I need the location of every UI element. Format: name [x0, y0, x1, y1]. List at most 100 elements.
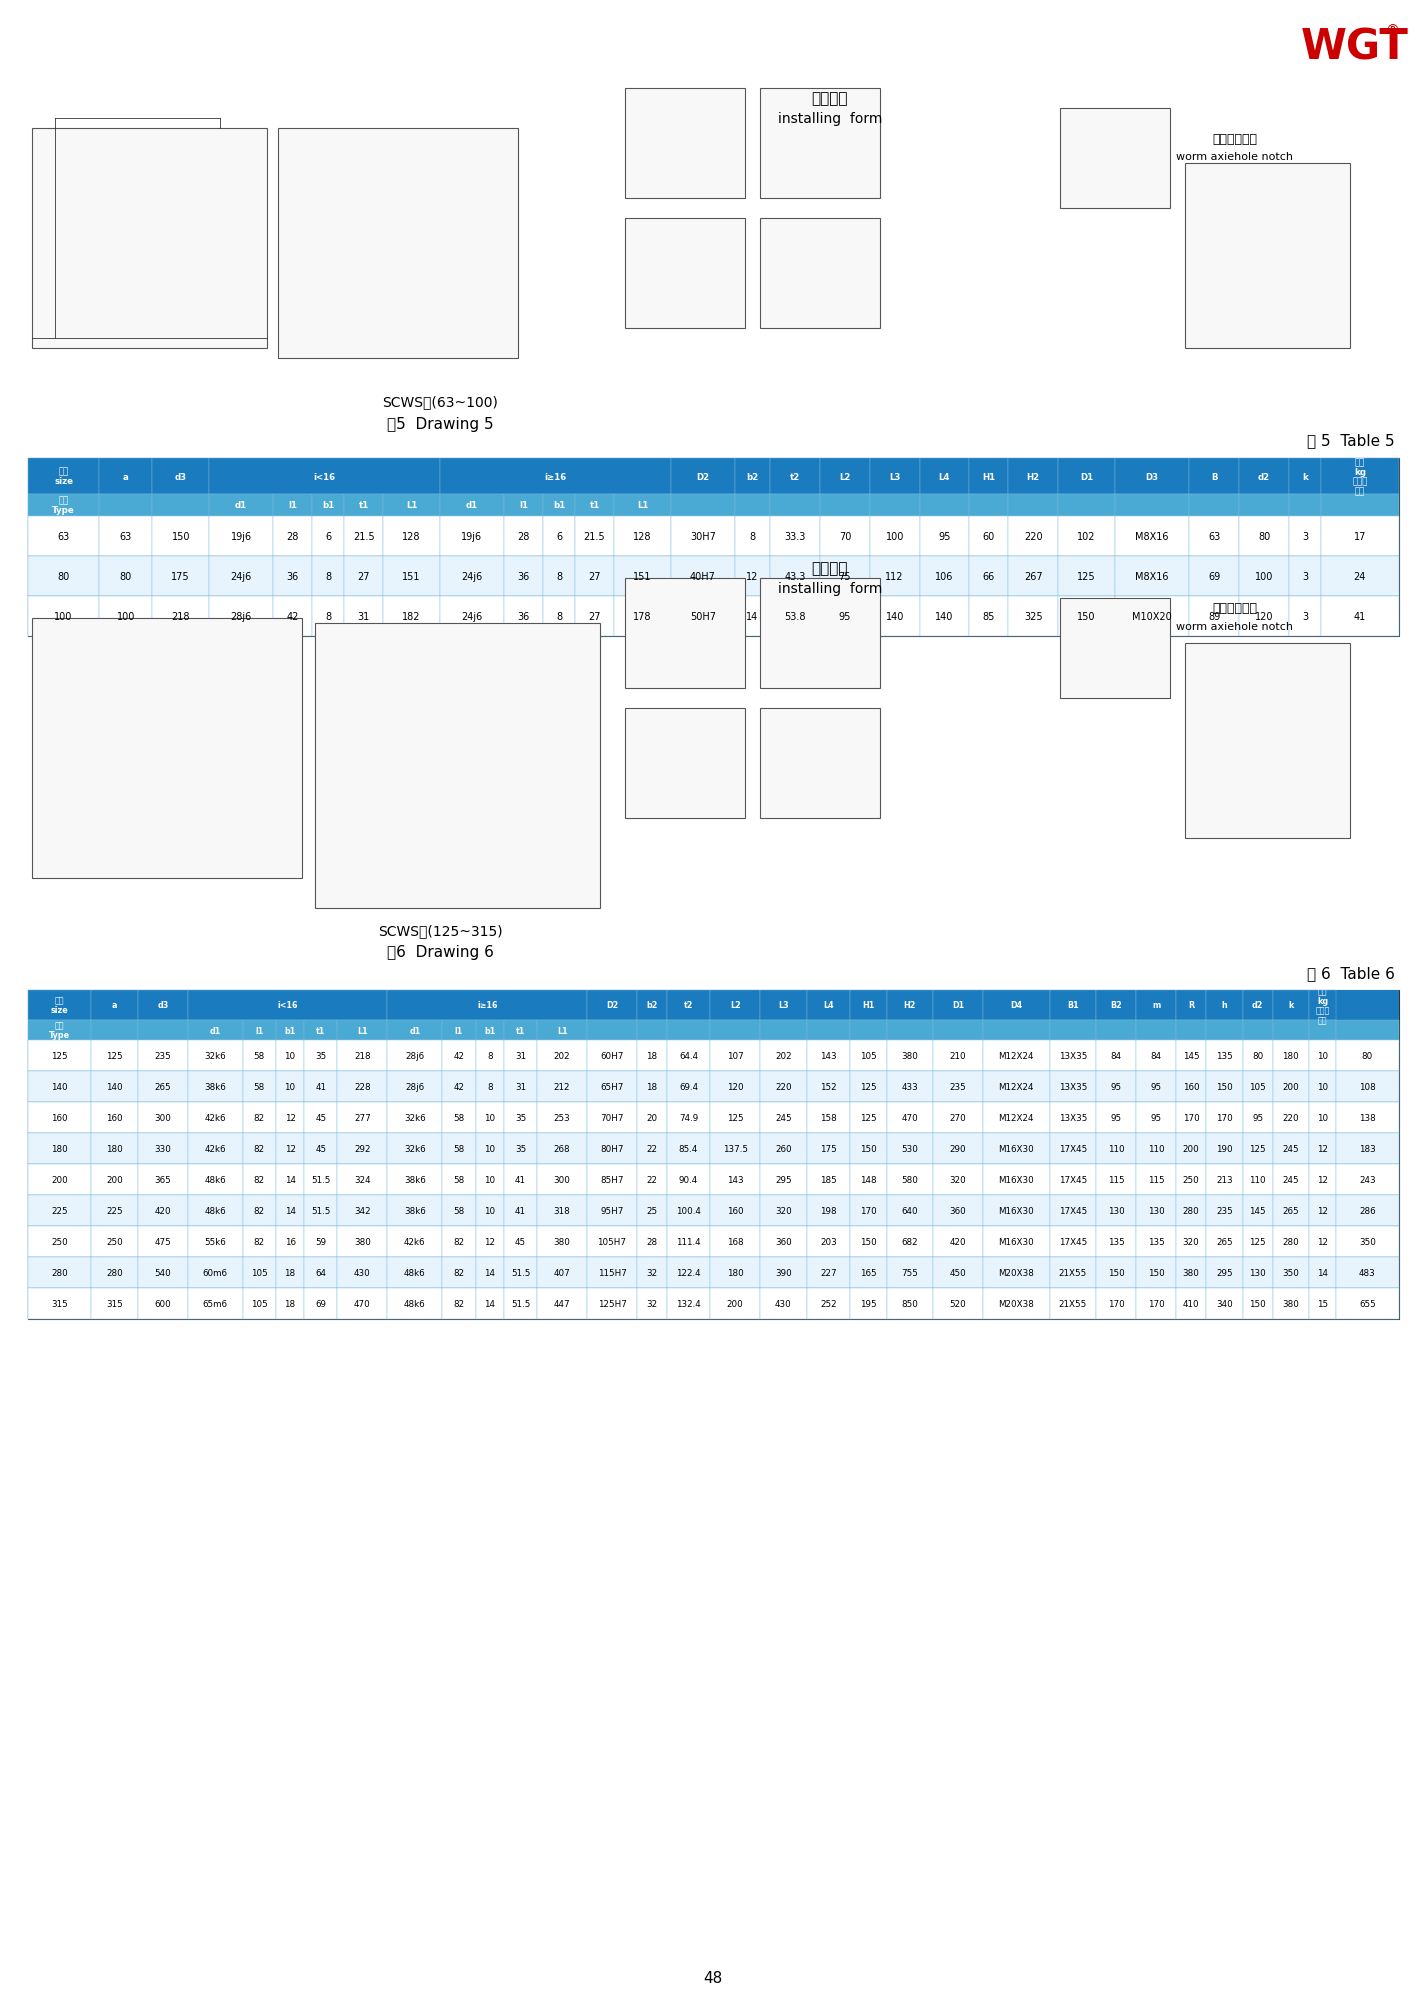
- Text: 型号
Type: 型号 Type: [53, 496, 74, 515]
- Text: 150: 150: [1216, 1083, 1233, 1091]
- Text: 260: 260: [775, 1145, 792, 1153]
- Bar: [761, 1227, 806, 1257]
- Text: 22: 22: [646, 1145, 658, 1153]
- Bar: [886, 1041, 933, 1071]
- Text: 50H7: 50H7: [689, 611, 716, 621]
- Bar: [138, 1133, 188, 1165]
- Text: 655: 655: [1359, 1299, 1376, 1309]
- Bar: [304, 1257, 337, 1289]
- Bar: [1206, 991, 1243, 1021]
- Bar: [586, 1133, 636, 1165]
- Bar: [243, 1103, 275, 1133]
- Bar: [91, 1103, 138, 1133]
- Bar: [983, 1133, 1050, 1165]
- Text: t1: t1: [589, 501, 599, 509]
- Bar: [138, 1165, 188, 1195]
- Bar: [711, 1289, 761, 1319]
- Bar: [304, 1021, 337, 1041]
- Text: 102: 102: [1077, 531, 1096, 541]
- Text: t1: t1: [317, 1027, 325, 1035]
- Bar: [886, 1195, 933, 1227]
- Bar: [1309, 1133, 1336, 1165]
- Text: 3: 3: [1301, 571, 1309, 581]
- Bar: [850, 1257, 886, 1289]
- Text: 182: 182: [402, 611, 421, 621]
- Bar: [210, 460, 440, 496]
- Bar: [1309, 1289, 1336, 1319]
- Text: 27: 27: [357, 571, 370, 581]
- Bar: [387, 1289, 442, 1319]
- Bar: [1243, 1071, 1273, 1103]
- Text: h: h: [1222, 1001, 1227, 1011]
- Text: 470: 470: [354, 1299, 371, 1309]
- Bar: [29, 1021, 1398, 1041]
- Bar: [1206, 1257, 1243, 1289]
- Text: 28: 28: [518, 531, 529, 541]
- Text: 286: 286: [1359, 1207, 1376, 1215]
- Text: 342: 342: [354, 1207, 371, 1215]
- Bar: [1176, 1133, 1206, 1165]
- Bar: [806, 1071, 850, 1103]
- Text: 63: 63: [1209, 531, 1220, 541]
- Text: k: k: [1301, 472, 1307, 482]
- Text: 6: 6: [325, 531, 331, 541]
- Text: 140: 140: [886, 611, 903, 621]
- Bar: [387, 1165, 442, 1195]
- Bar: [29, 1165, 91, 1195]
- Bar: [29, 1257, 1398, 1289]
- Bar: [636, 1133, 666, 1165]
- Text: 125: 125: [860, 1113, 876, 1123]
- Bar: [98, 460, 153, 496]
- Text: 表 5  Table 5: 表 5 Table 5: [1307, 434, 1396, 448]
- Text: 168: 168: [726, 1237, 743, 1247]
- Text: 80: 80: [1251, 1051, 1263, 1061]
- Bar: [1184, 164, 1350, 350]
- Bar: [735, 460, 771, 496]
- Text: 380: 380: [902, 1051, 918, 1061]
- Text: i<16: i<16: [314, 472, 335, 482]
- Text: 125: 125: [1249, 1145, 1266, 1153]
- Bar: [1206, 1227, 1243, 1257]
- Bar: [666, 1289, 711, 1319]
- Text: 268: 268: [554, 1145, 571, 1153]
- Bar: [153, 557, 210, 597]
- Bar: [1289, 496, 1321, 517]
- Text: L1: L1: [405, 501, 417, 509]
- Text: 220: 220: [1283, 1113, 1299, 1123]
- Text: D3: D3: [1146, 472, 1159, 482]
- Text: 100: 100: [54, 611, 73, 621]
- Bar: [711, 1257, 761, 1289]
- Bar: [29, 496, 1398, 517]
- Bar: [1096, 1103, 1136, 1133]
- Bar: [275, 1165, 304, 1195]
- Bar: [1114, 517, 1190, 557]
- Text: 218: 218: [354, 1051, 371, 1061]
- Text: 110: 110: [1147, 1145, 1164, 1153]
- Text: 60m6: 60m6: [203, 1269, 228, 1277]
- Text: 150: 150: [1147, 1269, 1164, 1277]
- Text: 30H7: 30H7: [689, 531, 716, 541]
- Bar: [575, 597, 614, 637]
- Bar: [735, 597, 771, 637]
- Bar: [636, 1289, 666, 1319]
- Text: 682: 682: [902, 1237, 918, 1247]
- Text: 100: 100: [117, 611, 136, 621]
- Text: 45: 45: [315, 1113, 327, 1123]
- Text: 128: 128: [634, 531, 652, 541]
- Bar: [870, 460, 919, 496]
- Bar: [625, 709, 745, 819]
- Text: H1: H1: [862, 1001, 875, 1011]
- Text: 200: 200: [51, 1175, 68, 1185]
- Text: 21X55: 21X55: [1059, 1269, 1087, 1277]
- Bar: [387, 1227, 442, 1257]
- Text: t2: t2: [684, 1001, 694, 1011]
- Bar: [504, 1257, 537, 1289]
- Text: 420: 420: [950, 1237, 966, 1247]
- Bar: [761, 220, 880, 330]
- Text: ®: ®: [1386, 24, 1398, 38]
- Bar: [537, 1257, 586, 1289]
- Text: 140: 140: [106, 1083, 123, 1091]
- Text: 125: 125: [726, 1113, 743, 1123]
- Bar: [1136, 1289, 1176, 1319]
- Bar: [344, 517, 384, 557]
